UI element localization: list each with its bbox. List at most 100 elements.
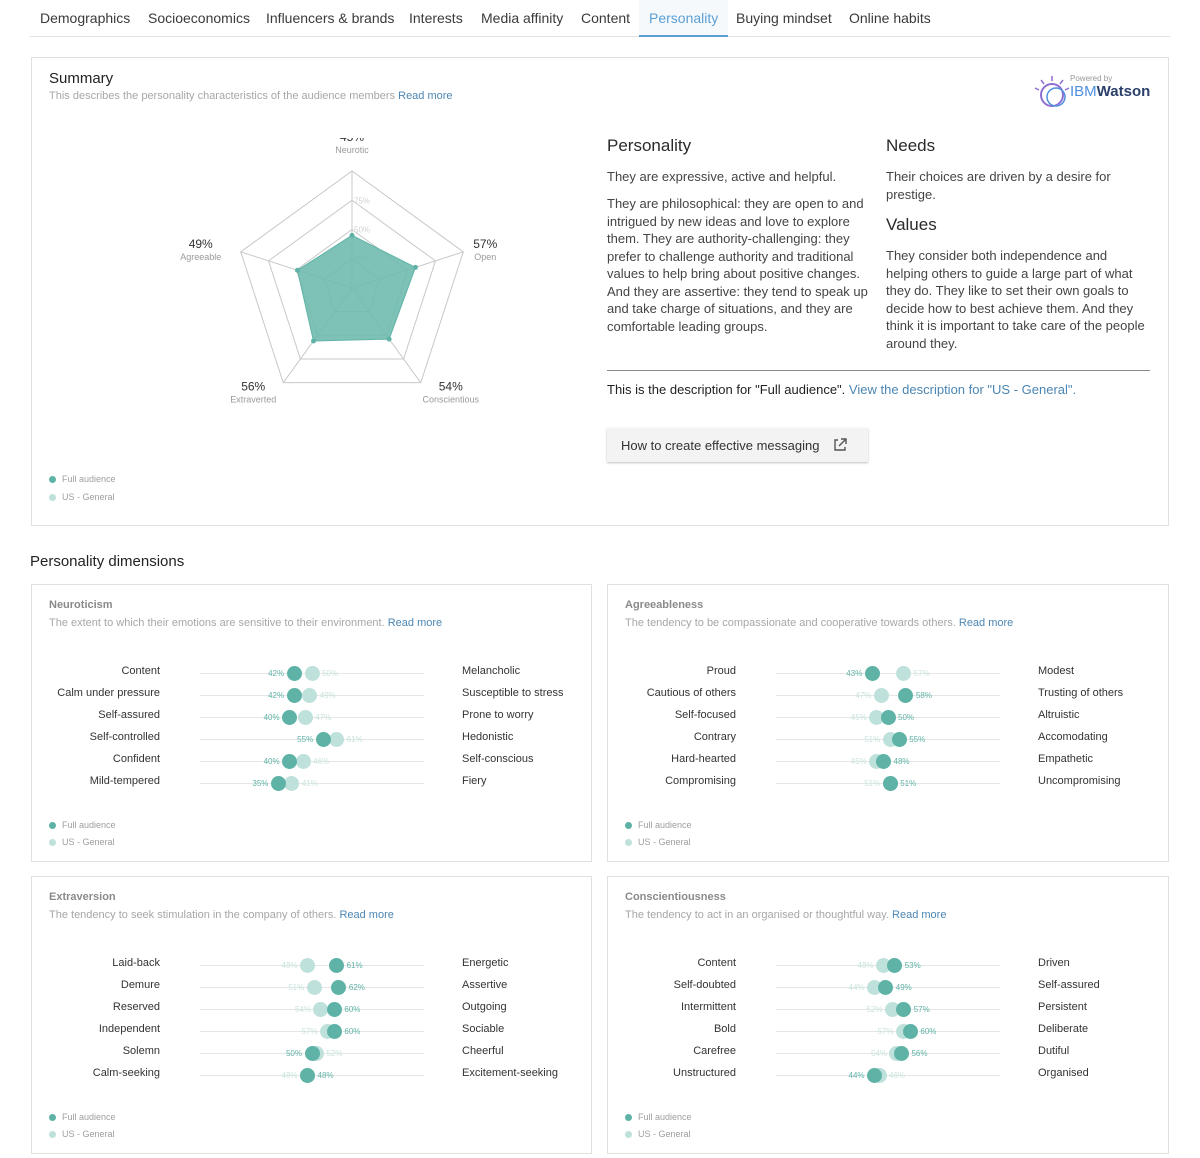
powered-by-label: Powered by	[1070, 74, 1113, 83]
conscientiousness-legend-label-us: US - General	[638, 1129, 691, 1139]
neuroticism-legend-dot-full	[49, 822, 56, 829]
neuroticism-row-0-us-marker	[304, 665, 320, 681]
conscientiousness-legend-dot-full	[625, 1114, 632, 1121]
values-text: They consider both independence and help…	[886, 248, 1145, 351]
agreeableness-row-1-full-value: 58%	[915, 691, 932, 700]
extraversion-legend-dot-us	[49, 1131, 56, 1138]
agreeableness-row-3-full-marker	[891, 731, 907, 747]
extraversion-row-3-full-value: 60%	[344, 1027, 361, 1036]
extraversion-row-2-us-value: 54%	[294, 1005, 311, 1014]
agreeableness-row-1-full-marker	[898, 687, 914, 703]
personality-heading: Personality	[607, 136, 692, 155]
extraversion-row-4-left-label: Solemn	[122, 1045, 160, 1057]
radar-value-open: 57%	[473, 237, 497, 251]
extraversion-read-more-link[interactable]: Read more	[339, 909, 394, 921]
agreeableness-row-2-full-value: 50%	[898, 713, 915, 722]
neuroticism-row-4-us-value: 46%	[313, 757, 330, 766]
extraversion-row-1-full-marker	[331, 979, 347, 995]
tab-interests[interactable]: Interests	[409, 10, 463, 26]
agreeableness-row-1-right-label: Trusting of others	[1038, 687, 1124, 699]
conscientiousness-read-more-link[interactable]: Read more	[892, 909, 947, 921]
neuroticism-row-5-us-marker	[284, 775, 300, 791]
neuroticism-row-3-full-marker	[315, 731, 331, 747]
summary-title: Summary	[49, 70, 114, 87]
description-prefix: This is the description for "Full audien…	[607, 382, 846, 397]
radar-series-full-audience	[296, 234, 417, 342]
neuroticism-subtitle: The extent to which their emotions are s…	[49, 617, 442, 629]
agreeableness-legend-dot-us	[625, 839, 632, 846]
neuroticism-row-0-full-marker	[286, 665, 302, 681]
conscientiousness-row-2-us-value: 52%	[866, 1005, 883, 1014]
view-us-description-link[interactable]: View the description for "US - General".	[848, 382, 1077, 397]
watson-wordmark: Watson	[1096, 83, 1151, 100]
tab-demographics[interactable]: Demographics	[40, 10, 131, 26]
agreeableness-row-3-right-label: Accomodating	[1038, 731, 1108, 743]
radar-value-agreeable: 49%	[189, 237, 213, 251]
extraversion-legend-us: US - General	[49, 1129, 115, 1139]
extraversion-row-5-left-label: Calm-seeking	[92, 1067, 160, 1079]
legend-dot-full	[49, 476, 56, 483]
agreeableness-row-5-full-value: 51%	[900, 779, 917, 788]
tab-online-habits[interactable]: Online habits	[849, 10, 931, 26]
tab-content[interactable]: Content	[581, 10, 631, 26]
neuroticism-row-1-right-label: Susceptible to stress	[462, 687, 564, 699]
agreeableness-row-0-track	[776, 673, 1000, 674]
summary-read-more-link[interactable]: Read more	[398, 90, 453, 102]
agreeableness-row-5-left-label: Compromising	[665, 775, 736, 787]
extraversion-row-1-us-marker	[306, 979, 322, 995]
neuroticism-row-4-full-marker	[282, 753, 298, 769]
tab-media-affinity[interactable]: Media affinity	[481, 10, 564, 26]
neuroticism-row-3-us-value: 61%	[346, 735, 363, 744]
extraversion-legend-label-full: Full audience	[62, 1112, 116, 1122]
radar-axis-label-neurotic: Neurotic	[335, 145, 369, 155]
conscientiousness-row-2-right-label: Persistent	[1038, 1001, 1087, 1013]
radar-axis-label-open: Open	[474, 252, 496, 262]
radar-point-conscientious	[386, 336, 392, 342]
neuroticism-row-0-us-value: 50%	[322, 669, 339, 678]
tab-personality[interactable]: Personality	[639, 0, 729, 37]
effective-messaging-button[interactable]: How to create effective messaging	[607, 428, 868, 462]
conscientiousness-row-1-full-value: 49%	[895, 983, 912, 992]
ibm-watson-wordmark: IBMWatson	[1070, 83, 1150, 100]
tab-buying-mindset[interactable]: Buying mindset	[736, 10, 832, 26]
radar-grid-ring-0	[240, 170, 464, 384]
radar-point-agreeable	[294, 267, 300, 273]
neuroticism-row-5-full-marker	[270, 775, 286, 791]
tab-socioeconomics[interactable]: Socioeconomics	[148, 10, 250, 26]
radar-tick-label: 75%	[354, 196, 370, 205]
neuroticism-row-4-track	[200, 761, 424, 762]
extraversion-row-3-full-marker	[326, 1023, 342, 1039]
agreeableness-row-5-right-label: Uncompromising	[1038, 775, 1121, 787]
neuroticism-read-more-link[interactable]: Read more	[387, 617, 443, 629]
neuroticism-legend-label-full: Full audience	[62, 820, 116, 830]
extraversion-row-0-left-label: Laid-back	[112, 957, 160, 969]
agreeableness-legend-us: US - General	[625, 837, 691, 847]
extraversion-subtitle-text: The tendency to seek stimulation in the …	[49, 909, 337, 921]
extraversion-subtitle: The tendency to seek stimulation in the …	[49, 909, 394, 921]
neuroticism-row-1-us-value: 49%	[319, 691, 336, 700]
conscientiousness-row-5-full-marker	[867, 1067, 883, 1083]
agreeableness-row-3-full-value: 55%	[909, 735, 926, 744]
neuroticism-row-1-us-marker	[302, 687, 318, 703]
radar-value-neurotic: 45%	[340, 138, 364, 144]
conscientiousness-legend-full: Full audience	[625, 1112, 692, 1122]
neuroticism-row-0-full-value: 42%	[268, 669, 285, 678]
agreeableness-row-0-full-marker	[864, 665, 880, 681]
extraversion-row-3-us-value: 57%	[301, 1027, 318, 1036]
extraversion-row-2-full-marker	[326, 1001, 342, 1017]
external-link-icon	[834, 438, 847, 451]
agreeableness-legend-full: Full audience	[625, 820, 692, 830]
tab-influencers-brands[interactable]: Influencers & brands	[266, 10, 395, 26]
agreeableness-read-more-link[interactable]: Read more	[958, 617, 1014, 629]
neuroticism-row-0-left-label: Content	[121, 665, 160, 677]
agreeableness-row-2-left-label: Self-focused	[674, 709, 736, 721]
effective-messaging-label: How to create effective messaging	[621, 437, 820, 453]
neuroticism-row-2-us-value: 47%	[315, 713, 332, 722]
neuroticism-row-4-full-value: 40%	[263, 757, 280, 766]
conscientiousness-legend-us: US - General	[625, 1129, 691, 1139]
ibm-wordmark: IBM	[1070, 83, 1097, 100]
legend-label-us: US - General	[62, 492, 115, 502]
legend-dot-us	[49, 494, 56, 501]
legend-label-full: Full audience	[62, 474, 116, 484]
agreeableness-row-2-us-value: 45%	[850, 713, 867, 722]
